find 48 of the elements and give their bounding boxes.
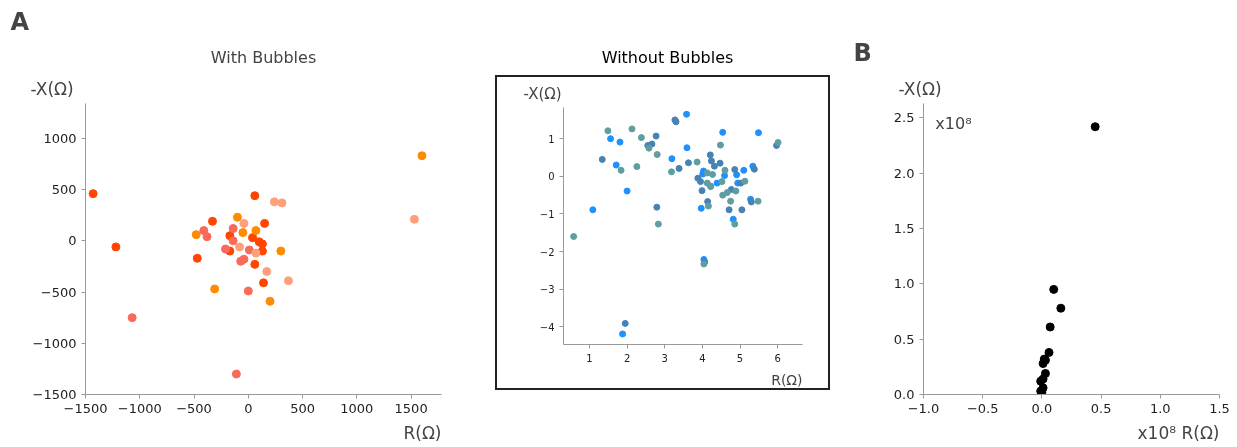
x-tick-label: 6 xyxy=(774,352,781,364)
y-axis-title: -X(Ω) xyxy=(30,78,74,99)
x-tick-label: 3 xyxy=(661,352,668,364)
annotation: x10⁸ xyxy=(935,114,972,134)
y-tick-label: −1500 xyxy=(32,387,77,402)
chart-title: Without Bubbles xyxy=(601,47,734,69)
y-tick-label: 1.0 xyxy=(893,276,915,292)
x-tick-label: 5 xyxy=(736,352,744,364)
x-tick-label: −1000 xyxy=(117,400,162,416)
y-tick-label: 0 xyxy=(68,233,77,249)
x-tick-label: −1.0 xyxy=(907,400,940,416)
x-tick-label: 4 xyxy=(699,352,706,364)
x-tick-label: 1500 xyxy=(394,400,428,416)
x-tick-label: 2 xyxy=(623,352,631,364)
x-tick-label: −0.5 xyxy=(966,400,999,416)
x-tick-label: 500 xyxy=(290,400,315,416)
text: B xyxy=(853,38,872,67)
y-tick-label: 1 xyxy=(548,133,555,145)
y-tick-label: −1 xyxy=(539,208,555,220)
y-tick-label: 0.0 xyxy=(893,387,915,402)
x-tick-label: 0.0 xyxy=(1031,400,1053,416)
x-tick-label: 1000 xyxy=(340,400,374,416)
chart-title: With Bubbles xyxy=(210,47,317,67)
y-tick-label: 2.5 xyxy=(893,110,915,126)
y-tick-label: 1.5 xyxy=(893,221,915,237)
y-tick-label: −4 xyxy=(539,321,555,333)
x-axis-title: x10⁸ R(Ω) xyxy=(1137,422,1220,443)
x-tick-label: 1 xyxy=(586,352,593,364)
y-tick-label: 2.0 xyxy=(893,165,915,181)
y-tick-label: −3 xyxy=(539,284,555,296)
x-tick-label: 0 xyxy=(244,400,253,416)
x-axis-title: R(Ω) xyxy=(403,422,442,443)
y-tick-label: 0 xyxy=(548,171,555,183)
y-tick-label: −500 xyxy=(40,284,77,300)
x-tick-label: 0.5 xyxy=(1090,400,1112,416)
y-tick-label: −1000 xyxy=(32,335,77,351)
text: A xyxy=(10,7,30,36)
y-tick-label: 0.5 xyxy=(893,331,915,347)
x-axis-title: R(Ω) xyxy=(771,371,803,388)
y-tick-label: −2 xyxy=(539,246,555,258)
y-tick-label: 1000 xyxy=(43,130,77,146)
y-tick-label: 500 xyxy=(51,182,77,198)
x-tick-label: 1.0 xyxy=(1149,400,1171,416)
y-axis-title: -X(Ω) xyxy=(898,78,942,99)
y-axis-title: -X(Ω) xyxy=(523,84,562,103)
x-tick-label: −1500 xyxy=(63,400,108,416)
x-tick-label: 1.5 xyxy=(1209,400,1230,416)
x-tick-label: −500 xyxy=(176,400,212,416)
